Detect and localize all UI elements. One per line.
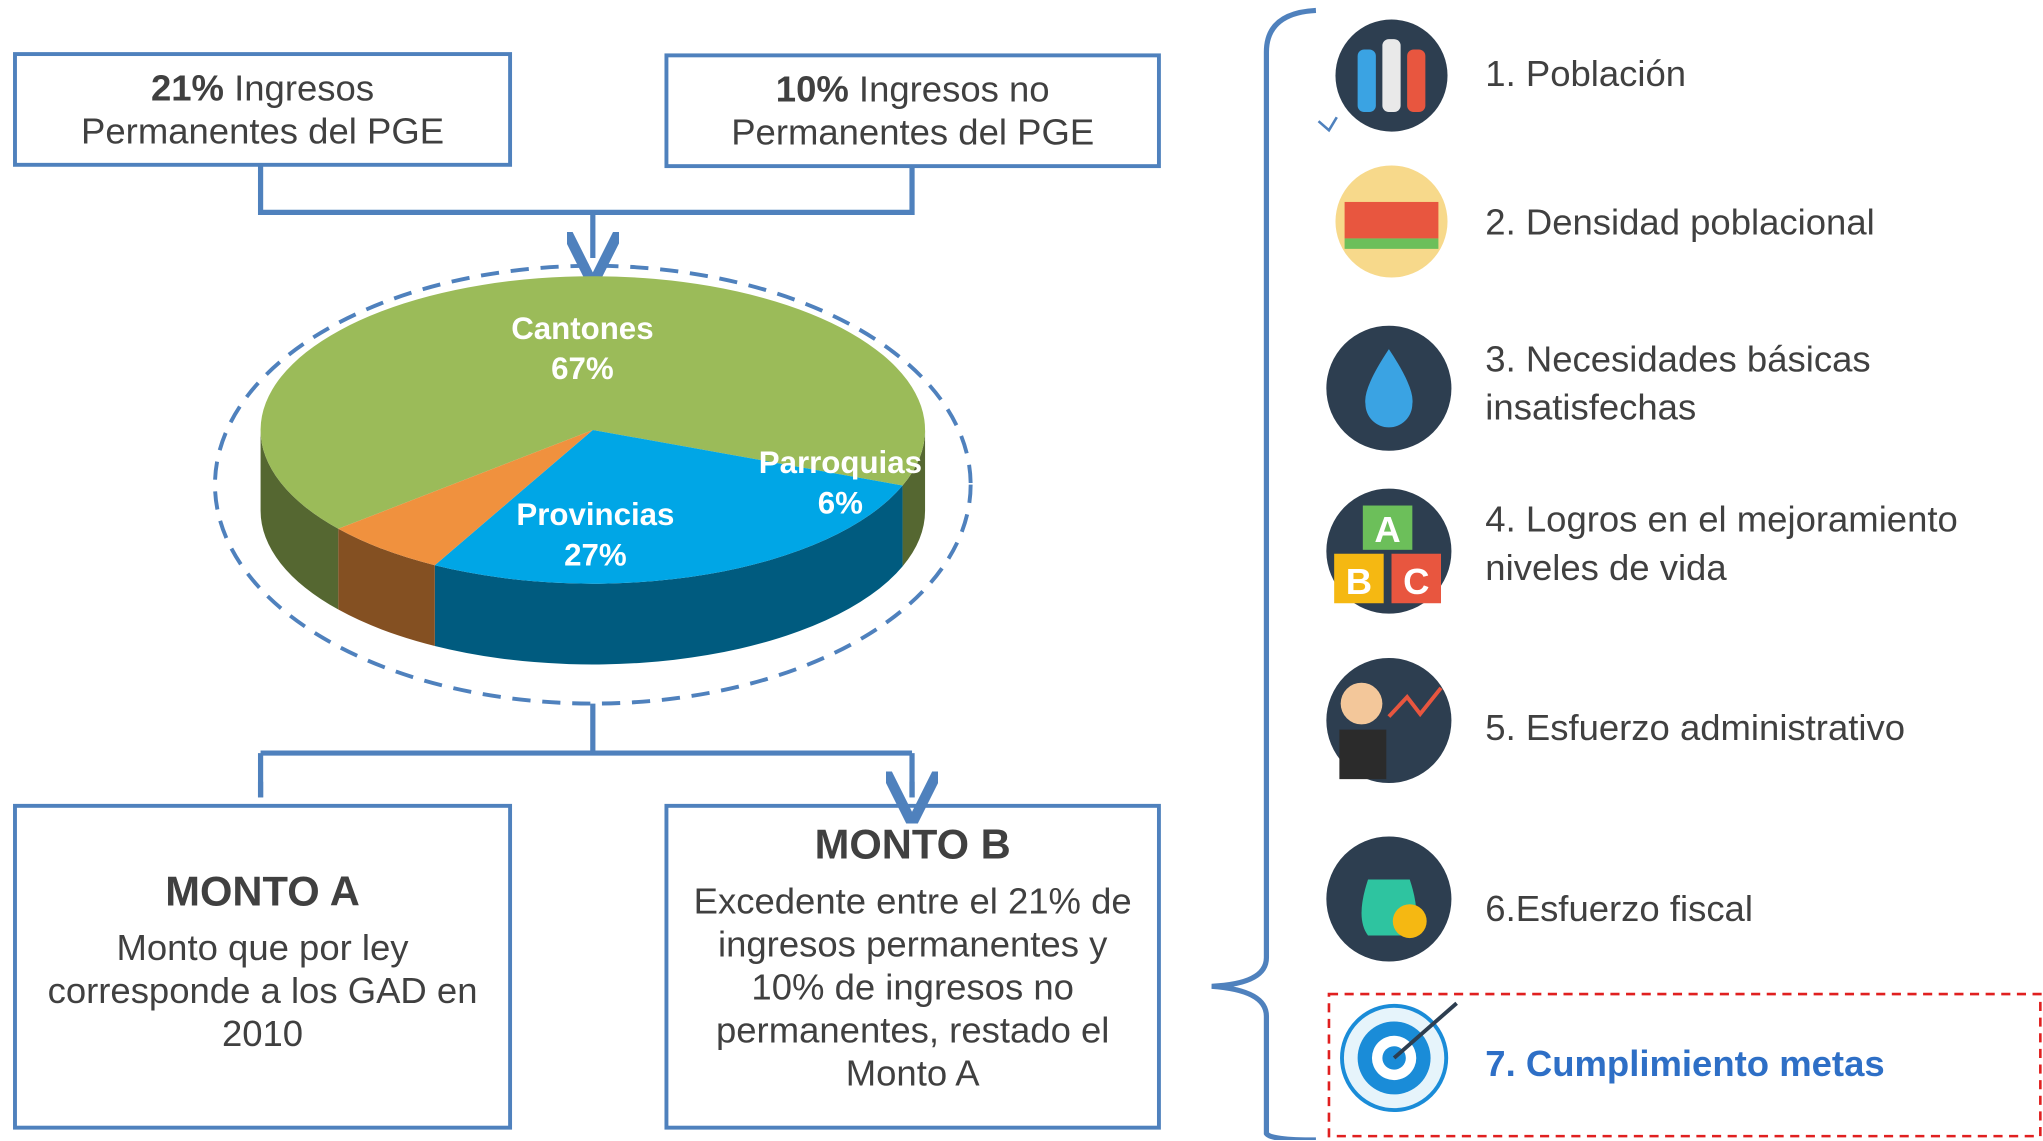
svg-text:C: C	[1403, 561, 1429, 602]
criterion: 6.Esfuerzo fiscal	[1485, 885, 2006, 933]
slice-value: 6%	[818, 485, 863, 520]
source-text: Ingresos Permanentes del PGE	[81, 68, 444, 151]
slice-label: Cantones	[511, 311, 653, 346]
svg-text:A: A	[1374, 509, 1400, 550]
slice-value: 27%	[564, 537, 627, 572]
amount-title: MONTO A	[17, 870, 508, 913]
amount-text: Excedente entre el 21% de ingresos perma…	[685, 879, 1141, 1094]
amount-box: MONTO A Monto que por ley corresponde a l…	[13, 804, 512, 1130]
criterion: 2. Densidad poblacional	[1485, 198, 2006, 246]
slice-label: Provincias	[516, 497, 674, 532]
pie: Cantones 67% Provincias 27% Parroquias 6%	[261, 276, 925, 664]
svg-text:B: B	[1346, 561, 1372, 602]
amount-title: MONTO B	[668, 823, 1157, 866]
source-box: 21% Ingresos Permanentes del PGE	[13, 52, 512, 167]
diagram: Cantones67%Provincias27%Parroquias6% ABC…	[0, 0, 2043, 1140]
amount-box: MONTO B Excedente entre el 21% de ingreso…	[664, 804, 1160, 1130]
criterion: 5. Esfuerzo administrativo	[1485, 704, 2006, 752]
criterion: 4. Logros en el mejoramiento niveles de …	[1485, 495, 2006, 591]
criterion: 1. Población	[1485, 50, 2006, 98]
amount-text: Monto que por ley corresponde a los GAD …	[48, 926, 478, 1055]
criterion: 3. Necesidades básicas insatisfechas	[1485, 335, 2006, 431]
source-box: 10% Ingresos no Permanentes del PGE	[664, 53, 1160, 168]
slice-label: Parroquias	[759, 445, 922, 480]
criterion: 7. Cumplimiento metas	[1485, 1040, 2006, 1088]
slice-value: 67%	[551, 351, 614, 386]
source-pct: 21%	[151, 68, 224, 108]
source-pct: 10%	[776, 69, 849, 109]
